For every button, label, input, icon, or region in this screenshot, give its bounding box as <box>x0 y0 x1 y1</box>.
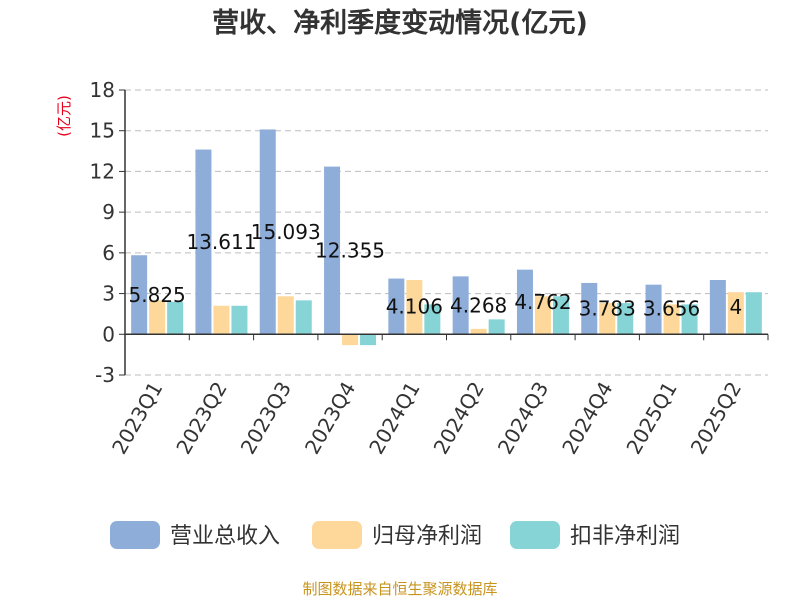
data-label: 12.355 <box>315 238 385 262</box>
data-source-note: 制图数据来自恒生聚源数据库 <box>302 580 497 598</box>
y-tick-label: 15 <box>90 119 115 143</box>
bar <box>534 296 551 335</box>
legend-item: 归母净利润 <box>312 521 482 549</box>
legend-item: 扣非净利润 <box>510 521 680 549</box>
bar <box>645 284 662 335</box>
legend-item: 营业总收入 <box>110 521 280 549</box>
data-label: 3.656 <box>643 296 700 320</box>
x-tick-label: 2023Q3 <box>236 378 296 459</box>
bar-series <box>131 129 726 335</box>
x-tick-label: 2024Q2 <box>429 378 489 459</box>
x-tick-label: 2024Q4 <box>557 378 617 459</box>
legend-swatch <box>110 521 160 549</box>
bar <box>277 296 294 335</box>
bar <box>470 328 487 335</box>
legend-label: 营业总收入 <box>170 524 280 549</box>
bar <box>727 292 744 335</box>
y-tick-label: 6 <box>102 241 115 265</box>
y-tick-label: 12 <box>90 159 115 183</box>
bar <box>231 305 248 335</box>
bar <box>131 255 148 335</box>
y-axis-label: (亿元) <box>55 95 73 137</box>
bar <box>552 296 569 335</box>
y-tick-label: 9 <box>102 200 115 224</box>
bar <box>452 276 469 335</box>
data-label: 4.106 <box>386 294 443 318</box>
bars <box>131 129 762 346</box>
legend-label: 归母净利润 <box>372 524 482 549</box>
bar <box>745 292 762 335</box>
data-label: 13.611 <box>186 230 256 254</box>
bar <box>424 304 441 335</box>
y-tick-label: 0 <box>102 322 115 346</box>
data-label: 4.268 <box>450 293 507 317</box>
data-label: 4 <box>729 295 742 319</box>
bar <box>324 166 341 335</box>
bar <box>617 303 634 335</box>
bar <box>259 129 276 335</box>
y-tick-label: 3 <box>102 282 115 306</box>
legend: 营业总收入 归母净利润 扣非净利润 <box>110 521 680 549</box>
bar <box>709 280 726 335</box>
x-tick-label: 2024Q3 <box>493 378 553 459</box>
data-label: 4.762 <box>514 290 571 314</box>
bar <box>516 269 533 335</box>
bar <box>388 278 405 335</box>
y-tick-label: 18 <box>90 78 115 102</box>
x-axis-ticks: 2023Q1 2023Q2 2023Q3 2023Q4 2024Q1 2024Q2 2024… <box>107 378 746 459</box>
bar <box>681 304 698 335</box>
y-tick-label: -3 <box>95 363 115 387</box>
axes <box>124 90 769 375</box>
bar <box>295 300 312 335</box>
bar <box>663 304 680 335</box>
data-label: 15.093 <box>251 220 321 244</box>
x-tick-label: 2024Q1 <box>364 378 424 459</box>
x-tick-label: 2025Q2 <box>686 378 746 459</box>
legend-swatch <box>510 521 560 549</box>
data-label: 3.783 <box>579 296 636 320</box>
x-tick-label: 2023Q4 <box>300 378 360 459</box>
legend-swatch <box>312 521 362 549</box>
bar <box>581 282 598 335</box>
bar <box>167 301 184 335</box>
bar <box>488 319 505 335</box>
x-tick-label: 2025Q1 <box>621 378 681 459</box>
bar <box>149 300 166 335</box>
bar <box>406 280 423 335</box>
x-tick-label: 2023Q2 <box>171 378 231 459</box>
bar <box>599 303 616 335</box>
x-tick-label: 2023Q1 <box>107 378 167 459</box>
bar-series <box>167 292 762 346</box>
data-label: 5.825 <box>129 283 186 307</box>
bar <box>195 149 212 335</box>
bar <box>342 334 359 346</box>
y-axis-ticks: -3 0 3 6 9 12 15 18 <box>90 78 125 387</box>
chart-title: 营收、净利季度变动情况(亿元) <box>212 7 588 39</box>
bar-series <box>149 280 744 346</box>
bar <box>213 305 230 335</box>
bar <box>360 334 377 346</box>
legend-label: 扣非净利润 <box>570 524 680 549</box>
